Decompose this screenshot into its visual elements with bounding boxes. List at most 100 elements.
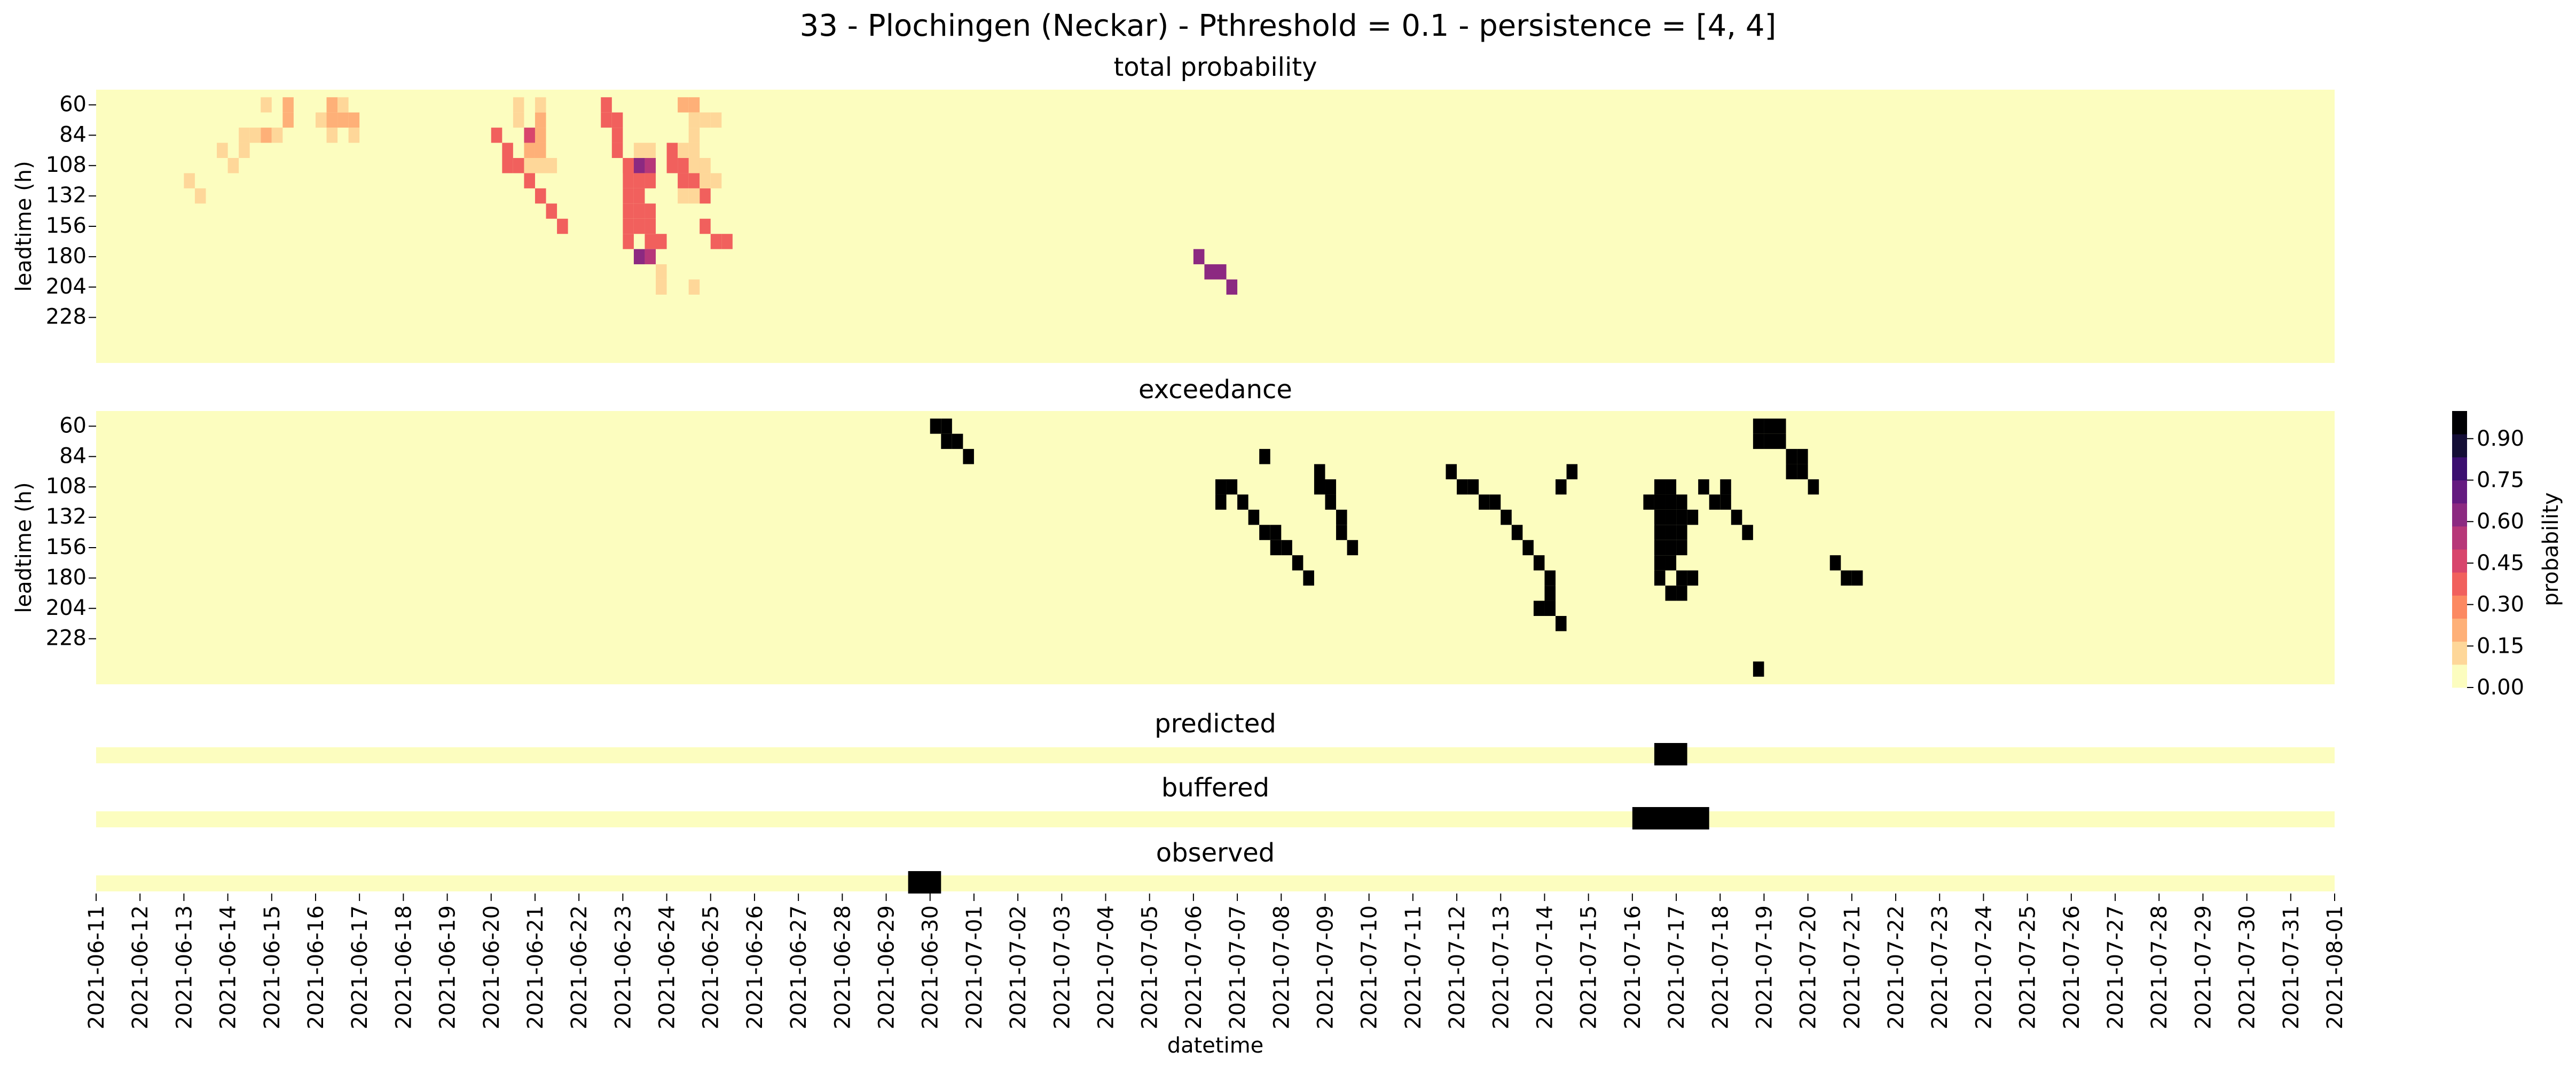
heat-cell [535, 188, 546, 204]
exceedance-cell [1654, 570, 1666, 586]
x-tick-label: 2021-07-23 [1928, 905, 1952, 1029]
exceedance-cell [1665, 494, 1677, 510]
heat-cell [239, 128, 250, 143]
x-tick-label: 2021-07-26 [2060, 905, 2084, 1029]
exceedance-cell [1676, 570, 1687, 586]
heat-cell [535, 143, 546, 158]
colorbar-tick-label: 0.15 [2477, 634, 2524, 658]
heat-cell [700, 188, 711, 204]
heat-cell [601, 97, 612, 113]
y-tick-label-0-4: 156 [46, 214, 87, 238]
heat-cell [633, 218, 645, 234]
x-tick-label: 2021-07-03 [1050, 905, 1074, 1029]
heat-cell [282, 112, 294, 128]
heat-cell [513, 97, 524, 113]
heat-cell [688, 128, 700, 143]
exceedance-cell [1775, 433, 1786, 449]
x-tick-label: 2021-07-21 [1840, 905, 1865, 1029]
heat-cell [326, 97, 338, 113]
heat-cell [513, 112, 524, 128]
heat-cell [688, 143, 700, 158]
heat-cell [623, 173, 634, 188]
y-tick-label-1-3: 132 [46, 504, 87, 529]
exceedance-cell [1270, 525, 1282, 540]
exceedance-cell [1281, 540, 1292, 556]
exceedance-cell [1643, 494, 1654, 510]
x-tick-label: 2021-07-05 [1138, 905, 1163, 1029]
heat-cell [524, 173, 535, 188]
x-tick-label: 2021-06-15 [260, 905, 285, 1029]
heat-cell [249, 128, 261, 143]
exceedance-cell [1336, 509, 1347, 525]
heat-cell [184, 173, 195, 188]
exceedance-cell [1841, 570, 1852, 586]
colorbar-segment [2452, 595, 2467, 619]
heat-cell [1193, 249, 1205, 265]
exceedance-cell [1226, 479, 1238, 495]
heat-cell [217, 143, 228, 158]
x-tick-label: 2021-07-24 [1972, 905, 1996, 1029]
heat-cell [645, 173, 656, 188]
heat-cell [348, 112, 360, 128]
predicted-on-block [1654, 743, 1687, 765]
heat-cell [535, 158, 546, 173]
exceedance-cell [1237, 494, 1248, 510]
x-tick-label: 2021-07-31 [2279, 905, 2304, 1029]
heat-cell [261, 128, 272, 143]
exceedance-cell [1654, 555, 1666, 571]
heat-cell [261, 97, 272, 113]
colorbar-segment [2452, 480, 2467, 504]
exceedance-cell [1347, 540, 1358, 556]
exceedance-cell [1742, 525, 1753, 540]
x-tick-label: 2021-07-09 [1313, 905, 1338, 1029]
exceedance-cell [1336, 525, 1347, 540]
buffered-on-block [1632, 807, 1709, 829]
x-tick-label: 2021-07-30 [2235, 905, 2260, 1029]
x-tick-label: 2021-06-30 [918, 905, 943, 1029]
heat-cell [645, 249, 656, 265]
heat-cell [656, 234, 667, 249]
exceedance-cell [1248, 509, 1260, 525]
heat-cell [633, 173, 645, 188]
x-tick-label: 2021-06-23 [611, 905, 635, 1029]
panel-title-0: total probability [1113, 52, 1317, 82]
colorbar-tick-label: 0.60 [2477, 509, 2524, 534]
heat-cell [546, 203, 557, 219]
x-tick-label: 2021-06-26 [743, 905, 767, 1029]
y-tick-label-1-1: 84 [59, 444, 87, 468]
colorbar-segment [2452, 457, 2467, 480]
exceedance-cell [1457, 479, 1468, 495]
heat-cell [633, 143, 645, 158]
exceedance-cell [1665, 479, 1677, 495]
x-tick-label: 2021-07-04 [1094, 905, 1119, 1029]
panel-title-1: exceedance [1138, 375, 1292, 405]
exceedance-cell [1764, 433, 1775, 449]
heat-cell [645, 203, 656, 219]
exceedance-cell [1654, 494, 1666, 510]
exceedance-cell [1511, 525, 1523, 540]
exceedance-cell [1533, 600, 1545, 616]
x-tick-label: 2021-06-18 [391, 905, 416, 1029]
exceedance-cell [1446, 464, 1457, 479]
heat-cell [611, 112, 623, 128]
heat-cell [633, 203, 645, 219]
heat-cell [688, 112, 700, 128]
colorbar-segment [2452, 526, 2467, 550]
x-tick-label: 2021-07-25 [2016, 905, 2040, 1029]
x-tick-label: 2021-06-14 [216, 905, 241, 1029]
heat-cell [688, 97, 700, 113]
exceedance-cell [1676, 586, 1687, 601]
heat-cell [633, 188, 645, 204]
exceedance-cell [1314, 479, 1325, 495]
heat-cell [700, 218, 711, 234]
exceedance-cell [1829, 555, 1841, 571]
x-tick-label: 2021-06-13 [172, 905, 197, 1029]
y-tick-label-0-7: 228 [46, 305, 87, 329]
exceedance-cell [1467, 479, 1479, 495]
exceedance-cell [1720, 494, 1731, 510]
heat-cell [656, 264, 667, 280]
exceedance-cell [1851, 570, 1863, 586]
y-tick-label-1-0: 60 [59, 413, 87, 438]
exceedance-cell [1665, 586, 1677, 601]
exceedance-cell [1479, 494, 1490, 510]
